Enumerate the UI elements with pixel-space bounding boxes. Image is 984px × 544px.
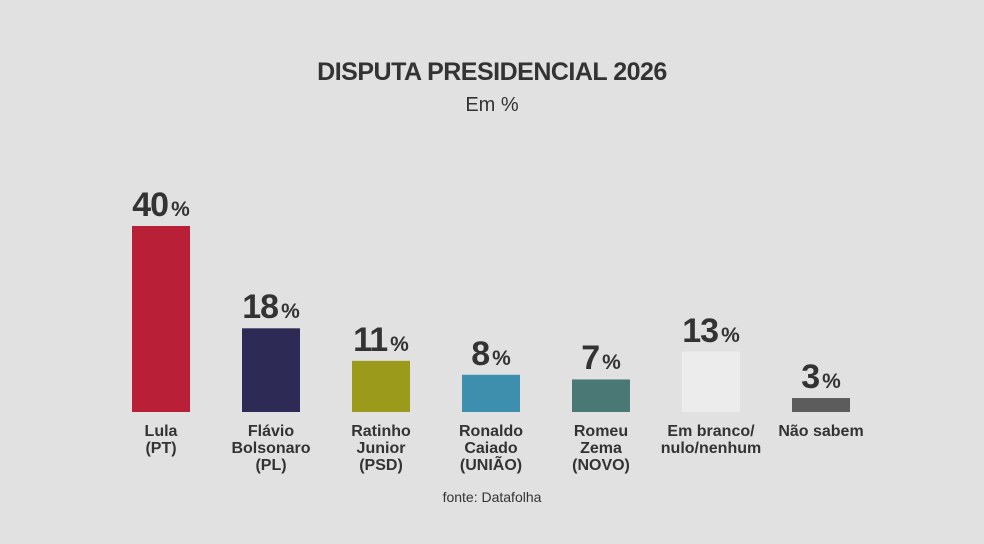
value-number: 11: [353, 320, 388, 359]
bar-2: [352, 360, 410, 412]
category-label-line: Flávio: [247, 423, 295, 440]
bar-1: [242, 328, 300, 412]
value-suffix: %: [721, 323, 740, 347]
value-suffix: %: [602, 351, 621, 375]
category-label-line: nulo/nenhum: [660, 440, 762, 457]
value-label-5: 13%: [641, 312, 781, 351]
category-label-line: Zema: [580, 440, 622, 457]
category-label-5: Em branco/nulo/nenhum: [641, 423, 781, 457]
value-number: 18: [242, 288, 279, 327]
value-label-4: 7%: [531, 339, 671, 378]
value-suffix: %: [390, 332, 409, 356]
value-suffix: %: [171, 198, 190, 221]
source-note: fonte: Datafolha: [442, 489, 542, 505]
category-label-line: (PSD): [359, 457, 403, 474]
bar-6: [792, 398, 850, 412]
bar-3: [462, 374, 520, 412]
value-suffix: %: [281, 300, 300, 324]
category-label-line: Romeu: [573, 423, 629, 440]
category-label-line: (UNIÃO): [459, 457, 523, 474]
category-label-line: (PT): [145, 440, 177, 457]
value-number: 7: [581, 339, 600, 378]
bar-0: [132, 226, 190, 412]
category-label-line: Ratinho: [351, 423, 411, 440]
chart-subtitle: Em %: [465, 94, 519, 116]
value-label-3: 8%: [421, 335, 561, 374]
category-label-line: (NOVO): [572, 457, 630, 474]
value-label-0: 40%: [91, 186, 231, 225]
chart-title: DISPUTA PRESIDENCIAL 2026: [317, 58, 667, 86]
value-number: 13: [682, 311, 719, 350]
category-label-line: Lula: [144, 423, 178, 440]
category-label-1: Flávio Bolsonaro (PL): [201, 423, 341, 474]
bar-4: [572, 379, 630, 412]
value-suffix: %: [822, 370, 841, 394]
category-label-line: Ronaldo: [459, 423, 523, 440]
category-label-3: Ronaldo Caiado (UNIÃO): [421, 423, 561, 474]
value-label-2: 11%: [311, 321, 451, 360]
value-number: 8: [471, 334, 490, 373]
category-label-2: Ratinho Junior (PSD): [311, 423, 451, 474]
category-label-line: Caiado: [464, 440, 518, 457]
value-number: 3: [801, 358, 820, 397]
value-label-6: 3%: [751, 358, 891, 397]
category-label-line: Não sabem: [778, 423, 864, 440]
category-label-line: Junior: [356, 440, 406, 457]
category-label-line: Em branco/: [667, 423, 755, 440]
value-label-1: 18%: [201, 288, 341, 327]
category-label-6: Não sabem: [751, 423, 891, 440]
category-label-line: (PL): [255, 457, 287, 474]
bar-5: [682, 351, 740, 412]
value-suffix: %: [492, 346, 511, 370]
value-number: 40: [132, 186, 169, 224]
category-label-4: Romeu Zema (NOVO): [531, 423, 671, 474]
category-label-line: Bolsonaro: [231, 440, 311, 457]
category-label-0: Lula (PT): [91, 423, 231, 457]
